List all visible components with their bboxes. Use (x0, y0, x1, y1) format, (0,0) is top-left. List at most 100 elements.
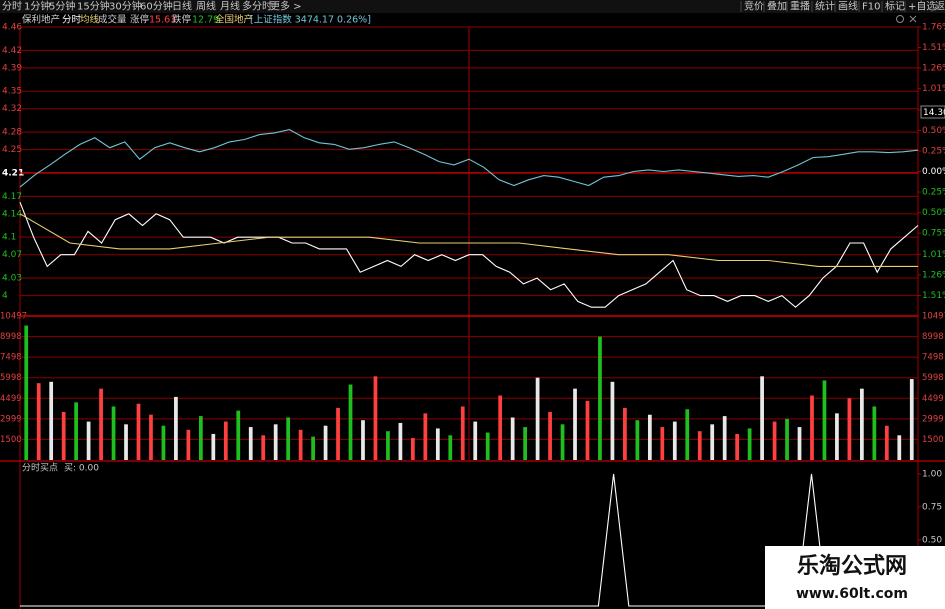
tool-button[interactable]: 标记 (885, 1, 905, 13)
y2-tick-label: 1.26% (922, 64, 945, 74)
tool-button[interactable]: 返 (935, 1, 945, 13)
y2-tick-label: 1.51% (922, 43, 945, 53)
y-tick-label: 7498 (0, 353, 22, 363)
y2-tick-label: 7498 (922, 353, 944, 363)
annotation: 14.30 (923, 108, 945, 118)
volume-bar (86, 421, 91, 460)
limit-up-label: 涨停 (130, 14, 150, 26)
volume-bar (685, 409, 690, 460)
volume-bar (510, 417, 515, 460)
y-tick-label: 2999 (0, 414, 22, 424)
tab[interactable]: 周线 (196, 0, 216, 13)
y-tick-label: 5998 (0, 373, 22, 383)
volume-bar (398, 422, 403, 460)
y-tick-label: 4.25 (2, 145, 22, 155)
volume-bar (198, 416, 203, 460)
y2-tick-label: 10497 (922, 312, 945, 322)
tool-button[interactable]: F10 (862, 2, 880, 13)
volume-bar (161, 425, 166, 460)
volume-bar (323, 425, 328, 460)
y-tick-label: 4.14 (2, 209, 22, 219)
y2-tick-label: 1.01% (922, 84, 945, 94)
volume-bar (760, 376, 764, 460)
y-tick-label: 1.00 (922, 469, 942, 479)
volume-bar (124, 424, 128, 460)
series-line (19, 129, 919, 188)
toolbar-bar (0, 0, 945, 13)
tab[interactable]: 日线 (172, 0, 192, 13)
tab[interactable]: 15分钟 (77, 0, 110, 13)
index-label: [上证指数 3474.17 0.26%] (250, 14, 371, 26)
y2-tick-label: 1.51% (922, 291, 945, 301)
volume-bar (423, 413, 428, 460)
volume-bar (298, 429, 303, 460)
volume-bar (460, 406, 465, 460)
tab[interactable]: 1分钟 (24, 0, 50, 13)
legend-price: 分时 (62, 14, 82, 26)
close-icon[interactable] (909, 15, 917, 23)
volume-bar (261, 435, 266, 460)
tool-button[interactable]: 画线 (838, 0, 858, 13)
volume-bar (672, 421, 677, 460)
volume-bar (99, 388, 103, 460)
y2-tick-label: 1.26% (922, 270, 945, 280)
volume-bar (485, 432, 490, 460)
plots: 4.464.424.394.354.324.284.254.214.174.14… (0, 23, 945, 609)
tool-button[interactable]: 竞价 (744, 0, 764, 13)
series-line (19, 202, 919, 308)
limit-up: 15.63 (149, 15, 176, 26)
stock-name: 保利地产 (22, 14, 60, 26)
volume-bar (248, 427, 253, 460)
tab[interactable]: 月线 (220, 0, 240, 13)
tab[interactable]: 分时 (2, 1, 22, 13)
y2-tick-label: 2999 (922, 414, 944, 424)
tab[interactable]: 60分钟 (140, 0, 173, 13)
volume-bar (872, 406, 877, 460)
volume-bar (647, 414, 652, 460)
volume-bar (573, 388, 577, 460)
y2-tick-label: 0.75% (922, 229, 945, 239)
watermark-title: 乐淘公式网 (797, 553, 907, 579)
panel-icons (896, 15, 917, 23)
tab[interactable]: 多分时 (242, 0, 272, 13)
tab[interactable]: 30分钟 (109, 0, 142, 13)
volume-bar (747, 428, 752, 460)
indicator-value: 买: 0.00 (64, 463, 99, 474)
volume-bar (498, 395, 503, 460)
y2-tick-label: 0.50% (922, 208, 945, 218)
limit-down: 12.79 (192, 15, 219, 26)
volume-bar (535, 377, 540, 460)
tab[interactable]: 更多 > (270, 0, 302, 13)
y-tick-label: 0.50 (922, 535, 942, 545)
limit-down-label: 跌停 (172, 14, 192, 26)
volume-bar (336, 407, 340, 460)
y-tick-label: 4.32 (2, 104, 22, 114)
y2-tick-label: 8998 (922, 332, 944, 342)
y-tick-label: 8998 (0, 332, 22, 342)
tool-button[interactable]: +自选 (908, 0, 936, 13)
volume-bar (273, 424, 278, 460)
sector: 全国地产 (215, 14, 253, 26)
y2-tick-label: 0.25% (922, 188, 945, 198)
volume-label: 成交量 (98, 14, 127, 26)
volume-bar (598, 336, 602, 460)
volume-bar (348, 384, 353, 460)
volume-bar (311, 436, 315, 460)
volume-bar (847, 398, 852, 460)
tool-button[interactable]: 重播 (790, 0, 810, 13)
volume-bar (149, 414, 153, 460)
y-tick-label: 4.46 (2, 23, 22, 33)
volume-bar (585, 401, 590, 460)
tab[interactable]: 5分钟 (49, 0, 75, 13)
volume-bar (697, 431, 702, 460)
settings-icon[interactable] (896, 15, 904, 23)
tool-button[interactable]: 统计 (815, 0, 835, 13)
tool-button[interactable]: 叠加 (767, 1, 787, 13)
volume-bar (548, 411, 552, 460)
volume-bar (223, 421, 228, 460)
annotation-box (920, 105, 945, 119)
y-tick-label: 4.1 (2, 233, 16, 243)
y-tick-label: 4.03 (2, 274, 22, 284)
